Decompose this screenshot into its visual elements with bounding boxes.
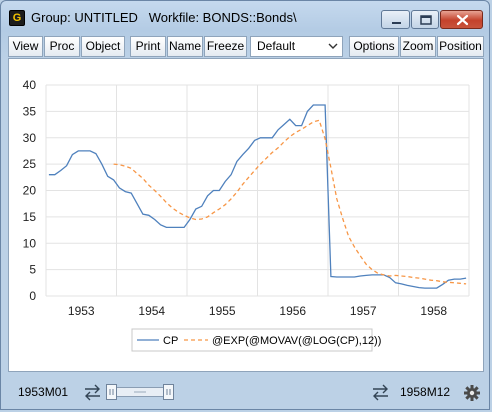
series-line-0 [48, 104, 467, 289]
y-tick-label: 40 [23, 78, 37, 92]
y-tick-label: 5 [29, 263, 36, 277]
sample-end: 1958M12 [400, 385, 451, 399]
y-tick-label: 20 [23, 184, 37, 198]
gear-icon[interactable] [464, 385, 480, 401]
x-tick-label: 1955 [209, 304, 236, 318]
sample-start: 1953M01 [18, 385, 69, 399]
zoom-button[interactable]: Zoom [400, 36, 436, 57]
close-button[interactable] [440, 10, 483, 29]
minimize-icon [392, 22, 401, 24]
window-title: Group: UNTITLED Workfile: BONDS::Bonds\ [31, 10, 297, 25]
minimize-button[interactable] [381, 10, 410, 29]
object-button[interactable]: Object [81, 36, 125, 57]
x-axis-tick-labels: 1953 1954 1955 1956 1957 1958 [68, 304, 448, 318]
y-tick-label: 10 [23, 236, 37, 250]
options-button[interactable]: Options [349, 36, 399, 57]
legend: CP @EXP(@MOVAV(@LOG(CP),12)) [131, 328, 381, 352]
close-icon [456, 14, 469, 26]
swap-arrows-icon[interactable] [82, 382, 103, 403]
chevron-down-icon [328, 43, 338, 49]
x-tick-label: 1958 [420, 304, 447, 318]
y-tick-label: 30 [23, 131, 37, 145]
freeze-button[interactable]: Freeze [204, 36, 247, 57]
print-button[interactable]: Print [130, 36, 166, 57]
swap-arrows-icon[interactable] [370, 382, 391, 403]
name-button[interactable]: Name [167, 36, 203, 57]
sample-bar: 1953M01 1958M12 [8, 380, 484, 405]
legend-box [131, 328, 373, 352]
graph-area[interactable]: 0 5 10 15 20 25 30 35 40 1953 1954 1955 1956 1957 195… [8, 58, 484, 372]
select-value: Default [257, 39, 296, 53]
position-button[interactable]: Position [437, 36, 484, 57]
x-tick-label: 1954 [138, 304, 165, 318]
toolbar: View Proc Object Print Name Freeze Defau… [8, 36, 484, 57]
y-tick-label: 15 [23, 210, 37, 224]
y-tick-label: 35 [23, 104, 37, 118]
legend-label-movav: @EXP(@MOVAV(@LOG(CP),12)) [212, 335, 381, 347]
y-tick-label: 0 [29, 289, 36, 303]
y-axis-tick-labels: 0 5 10 15 20 25 30 35 40 [23, 78, 37, 303]
series-lines [48, 104, 467, 289]
maximize-button[interactable] [411, 10, 439, 29]
x-tick-label: 1956 [279, 304, 306, 318]
view-button[interactable]: View [8, 36, 43, 57]
x-tick-label: 1953 [68, 304, 95, 318]
graph-template-select[interactable]: Default [250, 36, 343, 57]
gridlines [45, 84, 470, 297]
eviews-g-icon: G [9, 10, 25, 26]
proc-button[interactable]: Proc [44, 36, 80, 57]
x-tick-label: 1957 [350, 304, 377, 318]
y-tick-label: 25 [23, 157, 37, 171]
sample-slider[interactable] [106, 384, 174, 400]
series-line-1 [113, 119, 467, 285]
title-bar[interactable]: G Group: UNTITLED Workfile: BONDS::Bonds… [1, 1, 489, 33]
legend-label-cp: CP [163, 335, 178, 347]
maximize-icon [420, 15, 432, 25]
